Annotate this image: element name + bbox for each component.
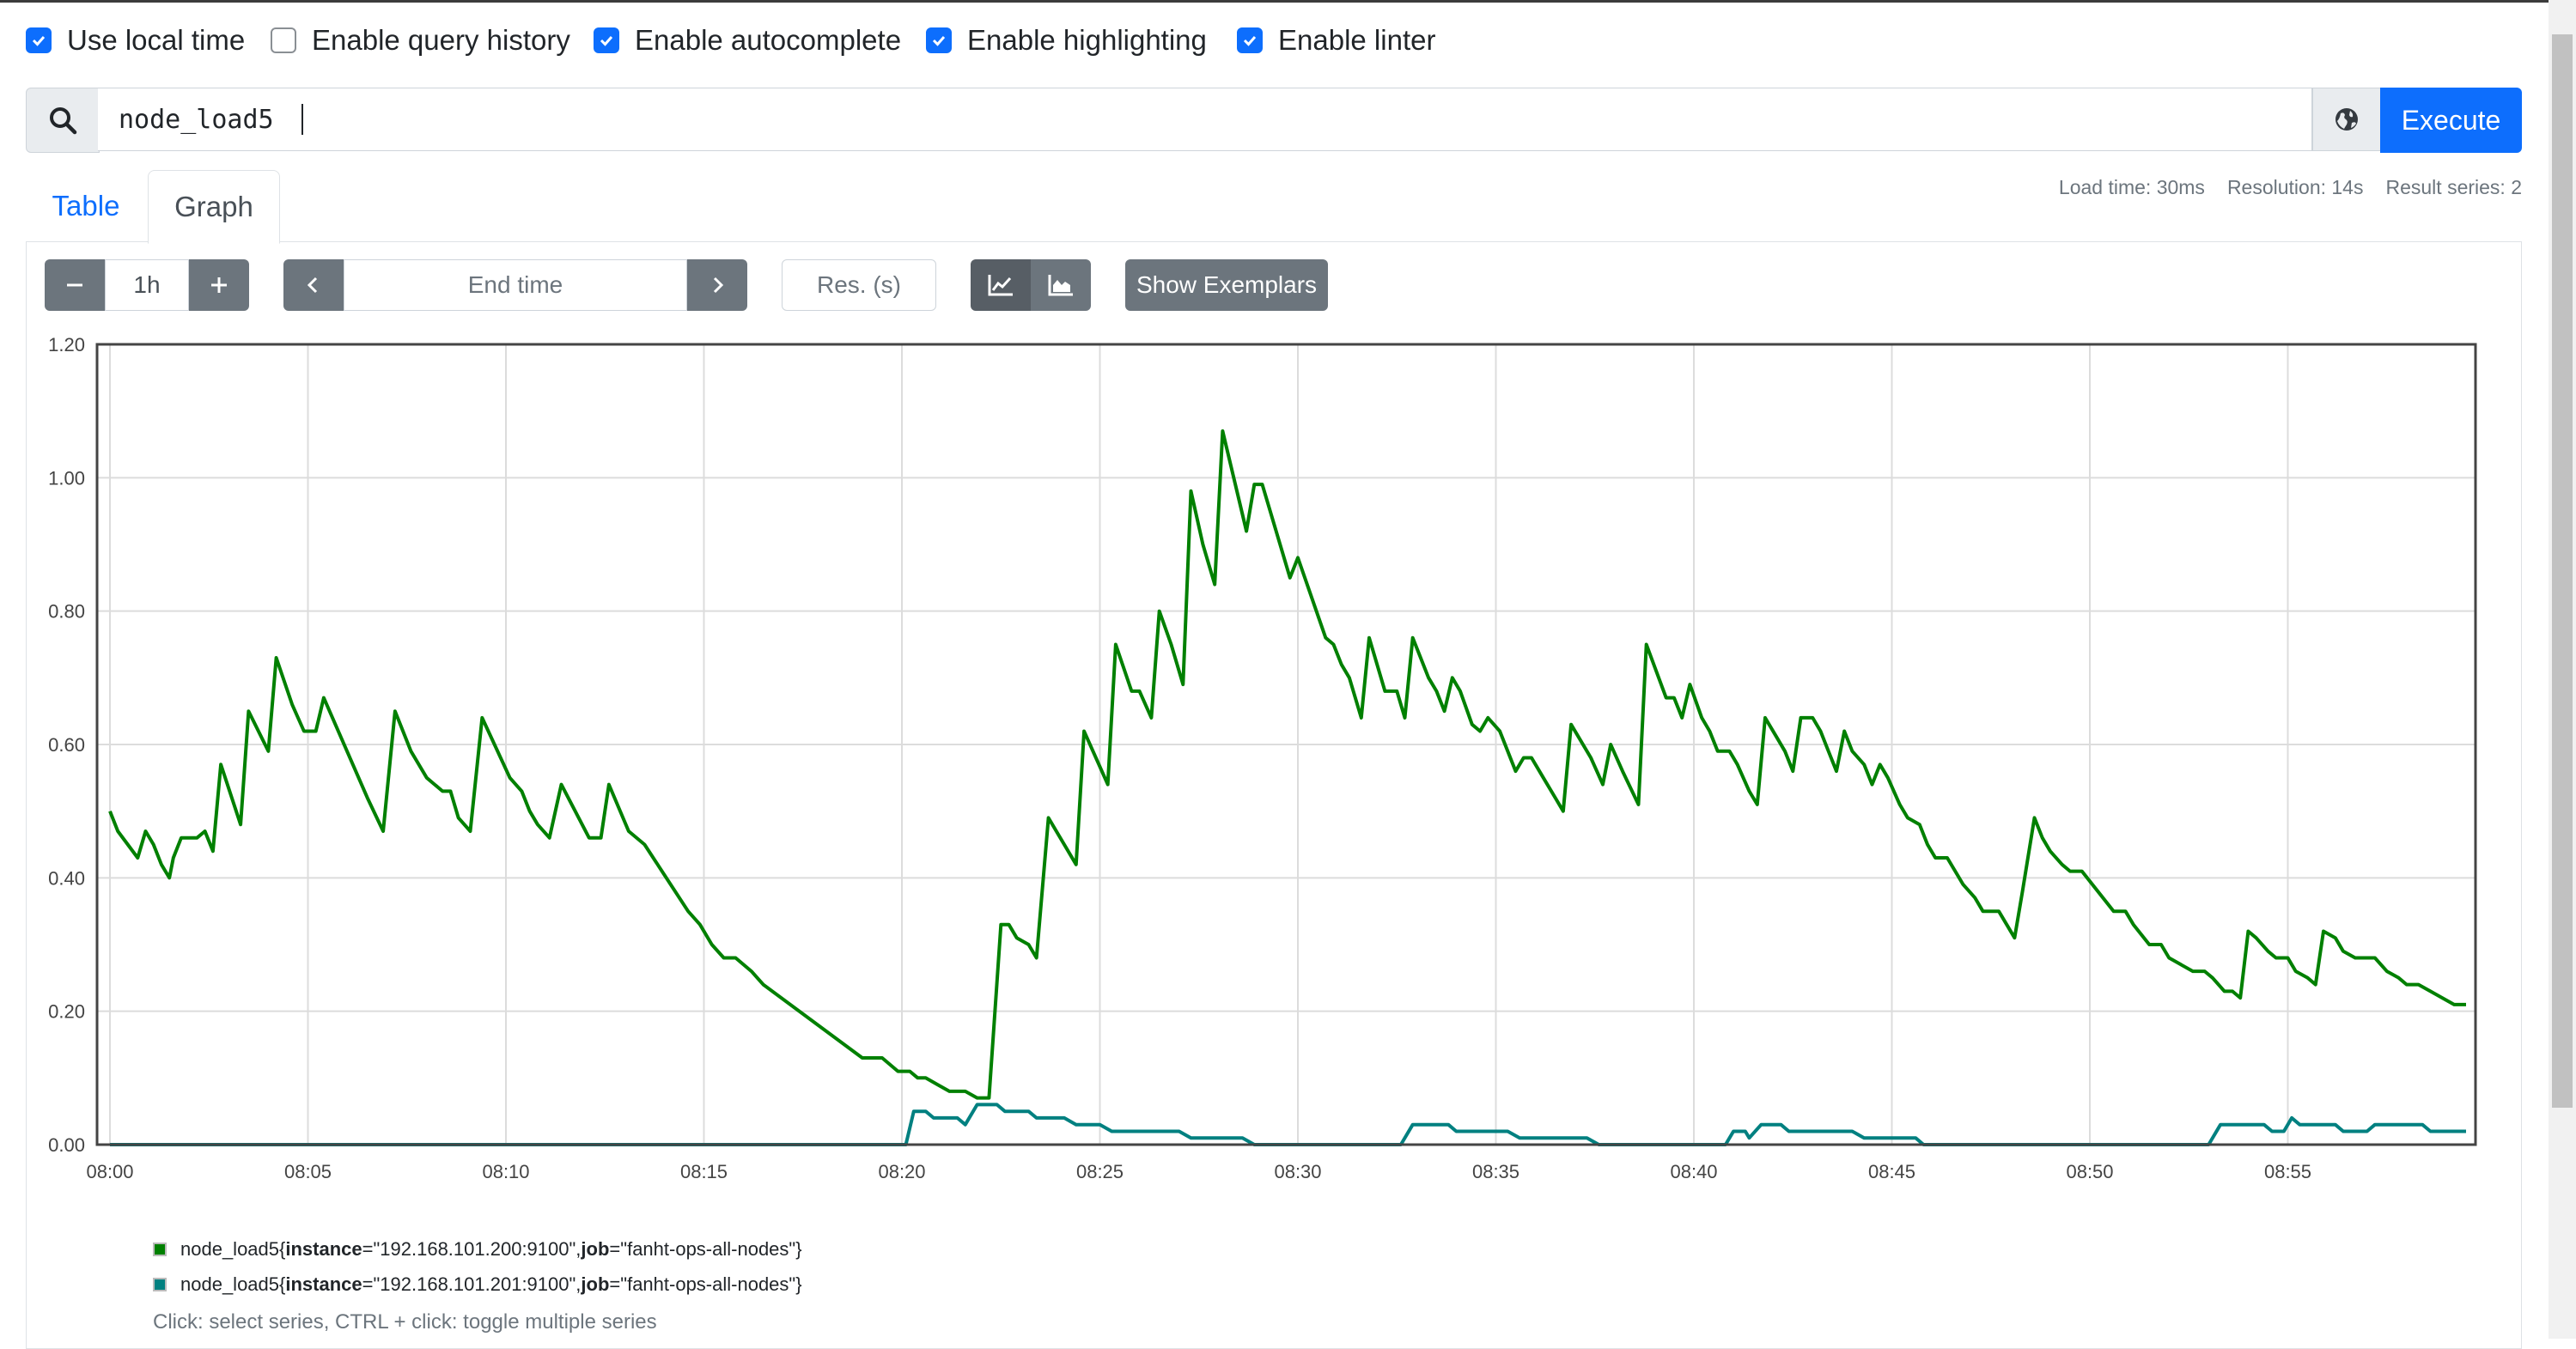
metrics-explorer-button[interactable] <box>2312 88 2381 151</box>
enable-highlighting-option[interactable]: Enable highlighting <box>926 21 1207 60</box>
resolution-stat: Resolution: 14s <box>2226 176 2364 198</box>
tab-table[interactable]: Table <box>52 190 120 222</box>
use-local-time-checkbox[interactable] <box>26 27 52 53</box>
plot-frame <box>95 343 2477 1146</box>
legend-prefix: node_load5{ <box>180 1273 286 1295</box>
legend-value-job: ="fanht-ops-all-nodes"} <box>609 1273 802 1295</box>
enable-autocomplete-label: Enable autocomplete <box>635 24 902 56</box>
series-line[interactable] <box>110 1103 2466 1146</box>
legend-prefix: node_load5{ <box>180 1238 286 1260</box>
line-chart-icon <box>988 275 1013 296</box>
end-time-input[interactable]: End time <box>344 259 687 311</box>
x-tick-label: 08:40 <box>1670 1161 1717 1182</box>
resolution-input[interactable]: Res. (s) <box>782 259 936 311</box>
expression-text: node_load5 <box>119 104 274 135</box>
y-tick-label: 0.00 <box>48 1134 85 1156</box>
load-time-stat: Load time: 30ms <box>2058 176 2205 198</box>
legend-item[interactable]: node_load5{instance ="192.168.101.200:910… <box>153 1234 802 1265</box>
enable-query-history-checkbox[interactable] <box>271 27 296 53</box>
enable-linter-option[interactable]: Enable linter <box>1237 21 1435 60</box>
legend-value-instance: ="192.168.101.201:9100", <box>362 1273 582 1295</box>
enable-autocomplete-option[interactable]: Enable autocomplete <box>594 21 901 60</box>
y-tick-label: 0.40 <box>48 867 85 889</box>
series-line[interactable] <box>108 429 2466 1100</box>
window-top-border <box>0 0 2576 3</box>
globe-icon <box>2335 108 2358 131</box>
decrease-range-button[interactable] <box>45 259 105 311</box>
plus-icon <box>211 277 227 293</box>
expression-bar: node_load5 Execute <box>26 88 2522 153</box>
y-tick-label: 1.20 <box>48 334 85 355</box>
increase-range-button[interactable] <box>189 259 249 311</box>
y-tick-label: 0.60 <box>48 734 85 756</box>
legend-hint: Click: select series, CTRL + click: togg… <box>153 1310 657 1334</box>
minus-icon <box>67 283 82 287</box>
x-tick-label: 08:30 <box>1274 1161 1321 1182</box>
show-exemplars-button[interactable]: Show Exemplars <box>1125 259 1328 311</box>
x-tick-label: 08:10 <box>482 1161 529 1182</box>
x-tick-label: 08:45 <box>1868 1161 1915 1182</box>
y-axis-labels: 0.00 0.20 0.40 0.60 0.80 1.00 1.20 <box>48 334 85 1156</box>
chevron-right-icon <box>713 276 724 294</box>
legend-value-job: ="fanht-ops-all-nodes"} <box>609 1238 802 1260</box>
chart-series[interactable] <box>108 429 2466 1146</box>
query-stats: Load time: 30ms Resolution: 14s Result s… <box>2059 176 2522 199</box>
result-series-stat: Result series: 2 <box>2385 176 2522 198</box>
x-tick-label: 08:05 <box>284 1161 332 1182</box>
execute-button[interactable]: Execute <box>2380 88 2522 153</box>
next-time-button[interactable] <box>687 259 747 311</box>
y-tick-label: 0.20 <box>48 1001 85 1023</box>
area-chart-icon <box>1048 275 1073 296</box>
range-input[interactable]: 1h <box>105 259 189 311</box>
x-tick-label: 08:15 <box>680 1161 728 1182</box>
search-icon <box>50 107 77 135</box>
graph-chart[interactable]: 0.000.200.400.600.801.001.20 08:00 08:05 0… <box>0 0 2576 1262</box>
enable-linter-label: Enable linter <box>1278 24 1436 56</box>
x-tick-label: 08:25 <box>1076 1161 1124 1182</box>
line-chart-toggle[interactable] <box>971 259 1031 311</box>
legend-key-job: job <box>581 1273 610 1295</box>
enable-highlighting-checkbox[interactable] <box>926 27 952 53</box>
legend-swatch <box>153 1278 167 1291</box>
legend-value-instance: ="192.168.101.200:9100", <box>362 1238 582 1260</box>
x-tick-label: 08:00 <box>86 1161 133 1182</box>
enable-autocomplete-checkbox[interactable] <box>594 27 619 53</box>
stacked-chart-toggle[interactable] <box>1031 259 1091 311</box>
legend-item[interactable]: node_load5{instance ="192.168.101.201:910… <box>153 1269 802 1300</box>
enable-query-history-label: Enable query history <box>312 24 570 56</box>
legend-key-job: job <box>581 1238 610 1260</box>
enable-highlighting-label: Enable highlighting <box>967 24 1207 56</box>
previous-time-button[interactable] <box>283 259 344 311</box>
enable-query-history-option[interactable]: Enable query history <box>271 21 570 60</box>
search-addon <box>26 88 100 153</box>
x-tick-label: 08:20 <box>878 1161 925 1182</box>
use-local-time-label: Use local time <box>67 24 246 56</box>
x-tick-label: 08:55 <box>2264 1161 2311 1182</box>
enable-linter-checkbox[interactable] <box>1237 27 1263 53</box>
tab-graph[interactable]: Graph <box>148 170 280 244</box>
text-caret <box>301 104 303 135</box>
legend-swatch <box>153 1243 167 1256</box>
expression-input[interactable]: node_load5 <box>98 88 2312 151</box>
legend-key-instance: instance <box>285 1238 362 1260</box>
use-local-time-option[interactable]: Use local time <box>26 21 245 60</box>
y-tick-label: 1.00 <box>48 467 85 489</box>
chevron-left-icon <box>307 276 318 294</box>
x-tick-label: 08:50 <box>2066 1161 2113 1182</box>
x-tick-label: 08:35 <box>1472 1161 1519 1182</box>
y-tick-label: 0.80 <box>48 601 85 623</box>
chart-grid <box>97 343 2476 1145</box>
scrollbar-thumb[interactable] <box>2552 34 2573 1108</box>
legend-key-instance: instance <box>285 1273 362 1295</box>
x-axis-labels: 08:00 08:05 08:10 08:15 08:20 08:25 08:30 08:35… <box>86 1161 2311 1182</box>
